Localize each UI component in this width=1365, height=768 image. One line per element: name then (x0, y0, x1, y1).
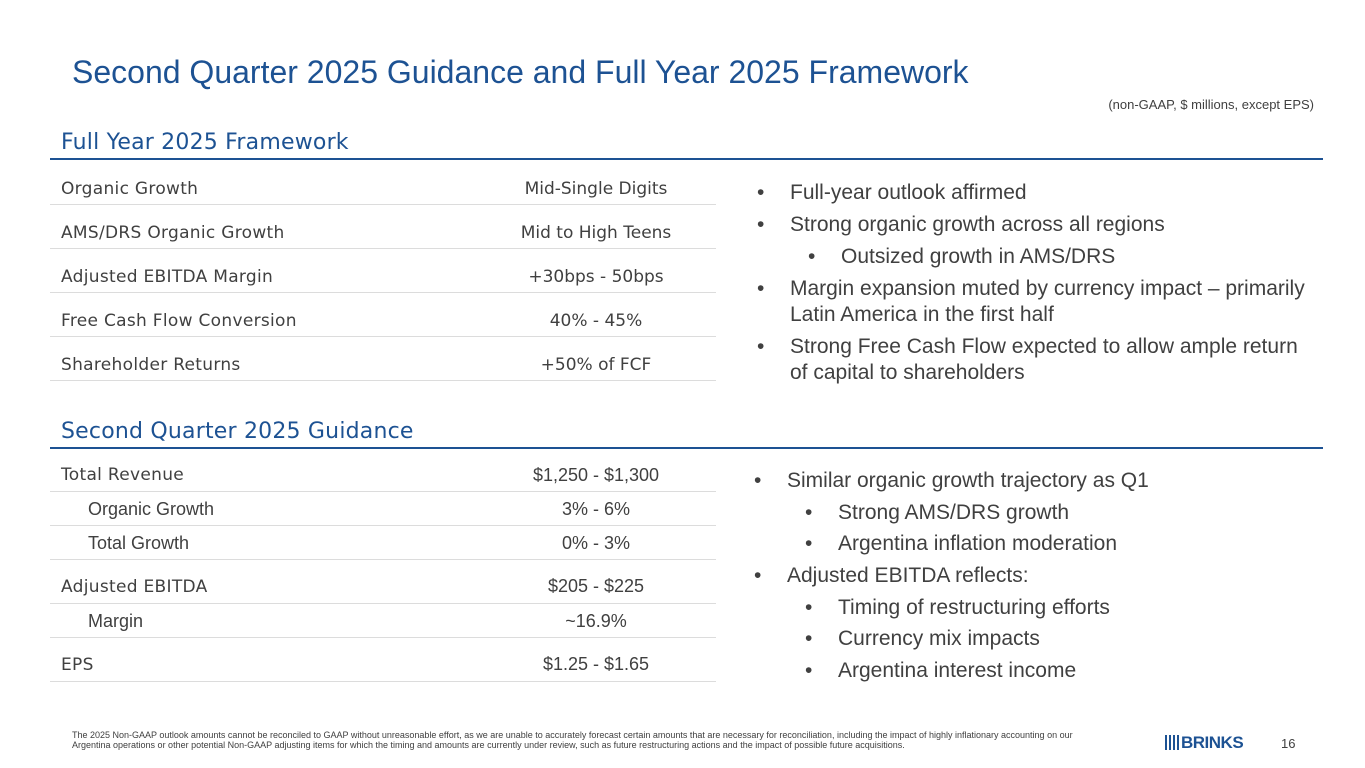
row-value: $1,250 - $1,300 (532, 465, 660, 485)
full-year-bullets: Full-year outlook affirmed Strong organi… (757, 180, 1317, 392)
row-label: Total Growth (88, 533, 190, 553)
row-label: Total Revenue (61, 465, 185, 485)
logo-bars-icon (1165, 735, 1179, 750)
row-label: Organic Growth (88, 499, 215, 519)
sub-bullet-item: Currency mix impacts (805, 626, 1314, 652)
full-year-table: Organic Growth Mid-Single Digits AMS/DRS… (50, 161, 716, 381)
row-label: Shareholder Returns (61, 355, 241, 375)
table-row: Margin ~16.9% (50, 604, 716, 638)
sub-bullet-item: Argentina interest income (805, 658, 1314, 684)
row-label: EPS (61, 655, 94, 675)
row-value: Mid to High Teens (520, 223, 672, 243)
footnote: The 2025 Non-GAAP outlook amounts cannot… (72, 730, 1073, 750)
row-value: $1.25 - $1.65 (542, 654, 650, 674)
table-row: Free Cash Flow Conversion 40% - 45% (50, 293, 716, 337)
bullet-item: Strong organic growth across all regions (757, 212, 1317, 238)
row-label: Margin (88, 611, 144, 631)
q2-section-header: Second Quarter 2025 Guidance (50, 414, 1323, 449)
bullet-item: Similar organic growth trajectory as Q1 (754, 468, 1314, 494)
sub-bullet-item: Timing of restructuring efforts (805, 595, 1314, 621)
sub-bullet-item: Argentina inflation moderation (805, 531, 1314, 557)
row-value: Mid-Single Digits (524, 179, 668, 199)
row-label: AMS/DRS Organic Growth (61, 223, 285, 243)
row-value: +30bps - 50bps (528, 267, 664, 287)
bullet-item: Adjusted EBITDA reflects: (754, 563, 1314, 589)
units-note: (non-GAAP, $ millions, except EPS) (1108, 97, 1314, 112)
table-row: Organic Growth Mid-Single Digits (50, 161, 716, 205)
table-row: AMS/DRS Organic Growth Mid to High Teens (50, 205, 716, 249)
sub-bullet-item: Strong AMS/DRS growth (805, 500, 1314, 526)
bullet-item: Margin expansion muted by currency impac… (757, 276, 1317, 328)
row-value: ~16.9% (565, 611, 627, 631)
sub-bullet-item: Outsized growth in AMS/DRS (808, 244, 1317, 270)
brinks-logo: BRINKS (1165, 732, 1244, 752)
table-row: Shareholder Returns +50% of FCF (50, 337, 716, 381)
bullet-item: Full-year outlook affirmed (757, 180, 1317, 206)
row-value: 40% - 45% (549, 311, 643, 331)
q2-heading: Second Quarter 2025 Guidance (61, 419, 414, 444)
table-row: Total Growth 0% - 3% (50, 526, 716, 560)
row-value: 3% - 6% (561, 499, 631, 519)
table-row: Adjusted EBITDA $205 - $225 (50, 560, 716, 604)
table-row: EPS $1.25 - $1.65 (50, 638, 716, 682)
row-label: Adjusted EBITDA (61, 577, 208, 597)
full-year-section-header: Full Year 2025 Framework (50, 125, 1323, 160)
table-row: Adjusted EBITDA Margin +30bps - 50bps (50, 249, 716, 293)
row-label: Organic Growth (61, 179, 199, 199)
table-row: Total Revenue $1,250 - $1,300 (50, 449, 716, 492)
bullet-item: Strong Free Cash Flow expected to allow … (757, 334, 1317, 386)
row-label: Free Cash Flow Conversion (61, 311, 297, 331)
row-value: +50% of FCF (540, 355, 652, 375)
row-label: Adjusted EBITDA Margin (61, 267, 274, 287)
page-number: 16 (1281, 736, 1296, 751)
q2-guidance-table: Total Revenue $1,250 - $1,300 Organic Gr… (50, 449, 716, 682)
logo-wordmark: BRINKS (1181, 732, 1244, 752)
page-title: Second Quarter 2025 Guidance and Full Ye… (72, 54, 969, 90)
full-year-heading: Full Year 2025 Framework (61, 130, 349, 155)
table-row: Organic Growth 3% - 6% (50, 492, 716, 526)
row-value: 0% - 3% (561, 533, 631, 553)
q2-bullets: Similar organic growth trajectory as Q1 … (754, 468, 1314, 690)
row-value: $205 - $225 (547, 576, 645, 596)
